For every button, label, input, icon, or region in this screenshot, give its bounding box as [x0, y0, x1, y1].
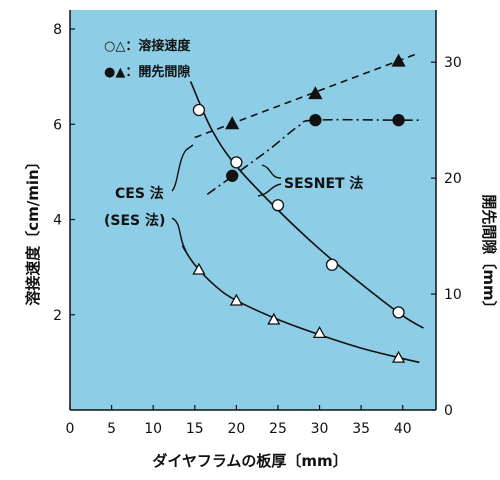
- y-right-tick-label: 20: [444, 171, 462, 187]
- x-tick-label: 10: [144, 421, 162, 437]
- point-speed-circle: [230, 156, 243, 169]
- point-speed-triangle: [391, 350, 406, 363]
- plot-area: [70, 10, 436, 410]
- ses-leader-line: [171, 217, 187, 252]
- y-axis-label-left: 溶接速度〔cm/min〕: [24, 154, 42, 305]
- annotation-ses: (SES 法): [104, 212, 165, 229]
- x-tick-label: 0: [66, 421, 75, 437]
- annotation-ces: CES 法: [115, 185, 164, 202]
- sesnet-leader-line-lower: [257, 183, 282, 197]
- x-tick-label: 25: [269, 421, 287, 437]
- point-gap-triangle: [308, 86, 323, 100]
- point-speed-triangle: [229, 293, 243, 306]
- ces-leader-line: [171, 144, 194, 192]
- x-axis-label: ダイヤフラムの板厚〔mm〕: [152, 452, 347, 470]
- y-left-tick-label: 6: [53, 117, 62, 133]
- point-speed-triangle: [267, 312, 281, 325]
- legend-entry-speed: ○△：溶接速度: [104, 38, 191, 54]
- axes: 0 5 10 15 20 25 30 35 40 2 4 6 8 0 10 20 30: [53, 10, 462, 437]
- sesnet-leader-line-upper: [261, 164, 282, 179]
- data-points: [192, 53, 406, 363]
- y-right-tick-label: 10: [444, 287, 462, 303]
- y-left-tick-label: 8: [53, 22, 62, 38]
- point-speed-triangle: [192, 262, 206, 275]
- point-gap-triangle: [391, 53, 406, 67]
- x-tick-label: 5: [107, 421, 116, 437]
- y-right-tick-label: 30: [444, 55, 462, 71]
- x-tick-label: 40: [394, 421, 412, 437]
- y-left-tick-label: 2: [53, 308, 62, 324]
- x-tick-label: 15: [186, 421, 204, 437]
- annotation-sesnet: SESNET 法: [284, 175, 363, 192]
- y-axis-label-right: 開先間隙〔mm〕: [480, 194, 498, 315]
- x-tick-label: 30: [311, 421, 329, 437]
- legend: ○△：溶接速度 ●▲：開先間隙: [104, 38, 191, 80]
- point-gap-triangle: [225, 116, 240, 130]
- x-tick-label: 20: [227, 421, 245, 437]
- point-speed-circle: [325, 258, 339, 271]
- point-speed-triangle: [312, 326, 327, 339]
- x-tick-label: 35: [352, 421, 370, 437]
- point-gap-circle: [309, 113, 322, 127]
- point-gap-circle: [392, 113, 405, 127]
- point-speed-circle: [392, 306, 405, 319]
- y-right-tick-label: 0: [444, 403, 453, 419]
- point-speed-circle: [271, 199, 285, 212]
- annotations: CES 法 (SES 法) SESNET 法: [104, 144, 363, 252]
- point-speed-circle: [192, 103, 206, 117]
- y-left-tick-label: 4: [53, 213, 62, 229]
- legend-entry-gap: ●▲：開先間隙: [104, 64, 190, 80]
- point-gap-circle: [226, 169, 239, 182]
